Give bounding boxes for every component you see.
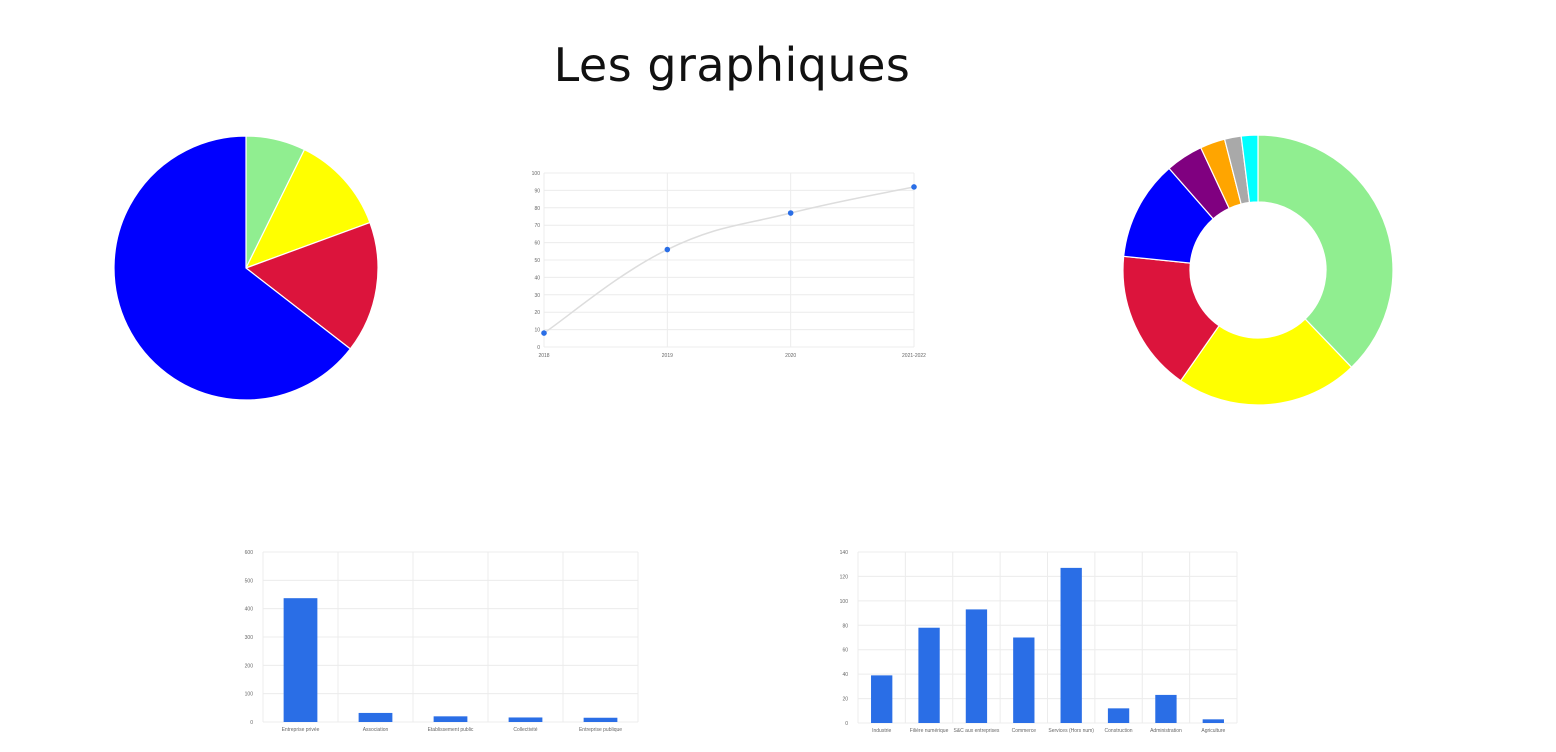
- bar: [583, 717, 618, 722]
- bar: [965, 609, 988, 723]
- series-line: [543, 186, 915, 334]
- y-tick-label: 50: [534, 258, 540, 264]
- x-tick-label: 2021-2022: [902, 353, 926, 359]
- line-chart: 0 10 20 30 40 50 60 70 80 90 100 2018 2019 2020 2021-2…: [532, 171, 927, 359]
- x-tick-label: 2018: [538, 353, 549, 359]
- bar: [433, 716, 468, 722]
- bar: [1013, 637, 1035, 723]
- x-tick-label: Etablissement public: [428, 727, 474, 733]
- bar: [1060, 567, 1082, 723]
- y-tick-label: 80: [842, 623, 848, 629]
- x-tick-label: Commerce: [1012, 728, 1037, 734]
- y-tick-label: 600: [245, 550, 254, 556]
- data-point: [541, 330, 547, 336]
- x-tick-label: 2019: [662, 353, 673, 359]
- y-tick-label: 40: [534, 275, 540, 281]
- x-tick-label: Entreprise privée: [282, 727, 320, 733]
- x-tick-label: Entreprise publique: [579, 727, 622, 733]
- y-tick-label: 60: [534, 241, 540, 247]
- pie-slice: [1240, 134, 1259, 204]
- pie-slice: [244, 221, 379, 350]
- x-tick-label: Industrie: [872, 728, 891, 734]
- pie-slice: [1257, 134, 1394, 369]
- y-tick-label: 80: [534, 206, 540, 212]
- bar: [871, 675, 893, 723]
- bar-chart-organisation-type: 0 100 200 300 400 500 600 Entreprise privée Asso…: [245, 550, 639, 733]
- x-tick-label: Administration: [1150, 728, 1182, 734]
- bar: [358, 712, 393, 722]
- y-tick-label: 100: [532, 171, 541, 177]
- bar: [1107, 708, 1130, 723]
- x-tick-label: Services (Hors num): [1048, 728, 1094, 734]
- x-tick-label: Filière numérique: [910, 728, 949, 734]
- y-tick-label: 300: [245, 635, 254, 641]
- bar: [918, 627, 940, 723]
- y-tick-label: 40: [842, 672, 848, 678]
- y-tick-label: 70: [534, 223, 540, 229]
- y-tick-label: 120: [840, 574, 849, 580]
- pie-slice: [244, 148, 371, 270]
- pie-slice: [113, 135, 352, 401]
- y-tick-label: 400: [245, 607, 254, 613]
- bar: [283, 598, 318, 722]
- y-tick-label: 60: [842, 648, 848, 654]
- y-tick-label: 0: [537, 345, 540, 351]
- donut-chart: [1122, 134, 1394, 406]
- data-point: [664, 246, 671, 253]
- bar: [508, 717, 543, 722]
- page-title: Les graphiques: [553, 38, 911, 92]
- x-tick-label: S&C aux entreprises: [954, 728, 1000, 734]
- pie-chart: [113, 135, 379, 401]
- y-tick-label: 10: [534, 328, 540, 334]
- x-tick-label: Construction: [1105, 728, 1133, 734]
- bar: [1202, 719, 1224, 723]
- x-tick-label: Collectivité: [513, 727, 537, 733]
- y-tick-label: 30: [534, 293, 540, 299]
- x-tick-label: Association: [363, 727, 389, 733]
- data-point: [787, 210, 794, 216]
- x-tick-label: 2020: [785, 353, 796, 359]
- y-tick-label: 20: [534, 310, 540, 316]
- data-point: [911, 184, 917, 190]
- y-tick-label: 100: [840, 599, 849, 605]
- y-tick-label: 500: [245, 578, 254, 584]
- y-tick-label: 90: [534, 188, 540, 194]
- y-tick-label: 0: [845, 721, 848, 727]
- pie-slice: [1179, 318, 1353, 406]
- bar: [1155, 694, 1177, 723]
- y-tick-label: 200: [245, 663, 254, 669]
- x-tick-label: Agriculture: [1201, 728, 1225, 734]
- y-tick-label: 140: [840, 550, 849, 556]
- y-tick-label: 20: [842, 697, 848, 703]
- bar-chart-sector: 0 20 40 60 80 100 120 140 Industrie Filière numér…: [840, 550, 1238, 734]
- y-tick-label: 0: [250, 720, 253, 726]
- y-tick-label: 100: [245, 692, 254, 698]
